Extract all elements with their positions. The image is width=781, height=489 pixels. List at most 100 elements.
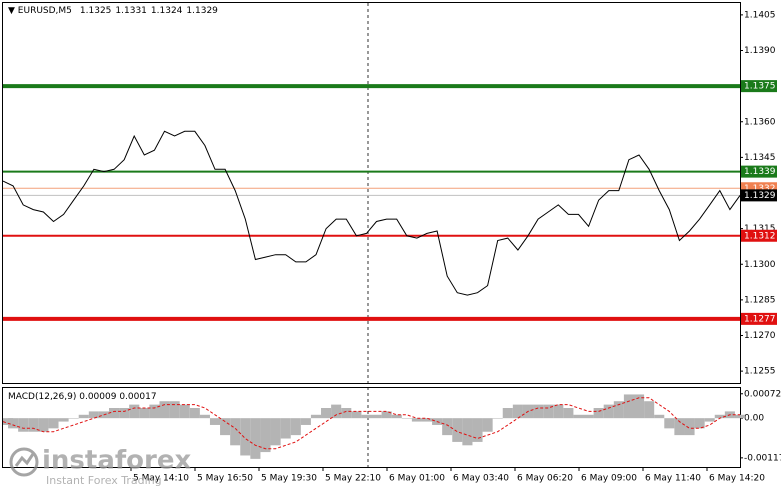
histogram-bar [8,418,19,429]
histogram-bar [573,414,584,419]
histogram-bar [361,414,372,419]
y-tick-label: 1.1390 [744,46,776,56]
level-label-bg [741,229,777,242]
histogram-bar [674,418,685,436]
logo [9,447,39,477]
histogram-bar [704,418,715,422]
macd-header: MACD(12,26,9) 0.00009 0.00017 [8,392,157,402]
histogram-bar [240,418,251,456]
histogram-bar [613,401,624,419]
symbol: EURUSD,M5 [18,6,72,16]
y-tick-label: -0.00117 [744,453,781,463]
histogram-bar [421,418,433,422]
histogram-bar [553,404,564,419]
histogram-bar [199,414,210,419]
y-tick-label: 1.1345 [744,153,776,163]
macd-frame [2,387,741,468]
x-tick-label: 6 May 09:00 [581,474,637,484]
histogram-bar [189,408,200,419]
main-frame [2,2,741,384]
histogram-bar [533,404,544,419]
histogram-bar [38,418,49,432]
last-label-bg [741,189,777,202]
histogram-bar [452,418,463,442]
histogram-bar [664,418,675,429]
ohlc-value: 1.1325 [80,6,112,16]
ohlc: 1.1325 1.1331 1.1324 1.1329 [80,6,218,16]
signal-line [2,397,740,450]
histogram-bar [260,418,271,453]
y-tick-label: 1.1360 [744,117,776,127]
x-tick-label: 6 May 03:40 [453,474,509,484]
y-tick-label: 1.1270 [744,331,776,341]
level-label-bg [741,80,777,93]
price-line [2,130,741,296]
histogram-bar [310,414,322,419]
histogram-bar [270,418,281,446]
x-tick-label: 5 May 14:10 [133,474,189,484]
histogram-bar [321,408,332,419]
histogram-bar [169,401,180,419]
histogram-bar [654,414,665,419]
x-tick-label: 6 May 06:20 [517,474,573,484]
histogram-bar [280,418,291,439]
x-tick-label: 6 May 11:40 [645,474,701,484]
histogram-bar [351,411,362,419]
histogram-bar [492,418,503,419]
histogram-bar [78,414,89,419]
histogram-bar [88,411,99,419]
watermark-brand: instaforex [42,446,192,476]
histogram-bar [68,418,79,419]
y-tick-label: 1.1315 [744,224,776,234]
histogram-bar [472,418,483,442]
price-panel: 1.14051.13901.13751.13601.13451.13151.13… [2,10,777,377]
macd-value: 0.00009 [79,392,116,402]
histogram-bar [512,404,523,419]
histogram-bar [18,418,29,432]
histogram-bar [109,408,120,419]
x-tick-label: 5 May 22:10 [325,474,381,484]
histogram-bar [341,408,352,419]
histogram-bar [633,394,645,419]
histogram-bar [482,418,493,432]
level-label-bg [741,312,777,325]
histogram-bar [220,418,231,436]
x-tick-label: 5 May 19:30 [261,474,317,484]
histogram-bar [694,418,705,429]
header: ▼ EURUSD,M5 1.1325 1.1331 1.1324 1.1329 [8,6,218,16]
level-label: 1.1312 [744,231,776,241]
histogram-bar [623,394,634,419]
histogram-bar [129,404,140,419]
histogram-bar [502,408,513,419]
histogram-bar [401,418,412,419]
time-axis: 5 May 14:10 5 May 16:50 5 May 19:30 5 May 2… [130,467,765,484]
y-tick-label: 0.00072 [744,389,781,399]
macd-panel: 0.00072 0.00 -0.00117 [2,389,781,463]
last-label: 1.1329 [744,191,776,201]
x-tick-label: 6 May 01:00 [389,474,445,484]
histogram-bar [714,414,725,419]
histogram-bar [734,414,746,419]
histogram-bar [179,404,190,419]
y-tick-label: 0.00 [744,414,764,424]
watermark: instaforex Instant Forex Trading [9,446,192,487]
histogram-bar [149,404,160,419]
logo-mark [14,453,35,467]
level-label: 1.1339 [744,167,776,177]
histogram-bar [58,418,69,422]
histogram-bar [209,418,221,425]
ohlc-value: 1.1331 [115,6,147,16]
histogram-bar [159,401,170,419]
histogram-bar [381,411,392,419]
signal-value: 0.00017 [119,392,156,402]
histogram-bar [331,404,342,419]
histogram-bar [48,418,59,429]
histogram-bar [300,418,311,425]
level-label-bg [741,165,777,178]
histogram-bar [462,418,473,446]
x-tick-label: 5 May 16:50 [197,474,253,484]
histogram-bar [28,418,39,432]
y-tick-label: 1.1405 [744,10,776,20]
watermark-tagline: Instant Forex Trading [46,474,162,487]
